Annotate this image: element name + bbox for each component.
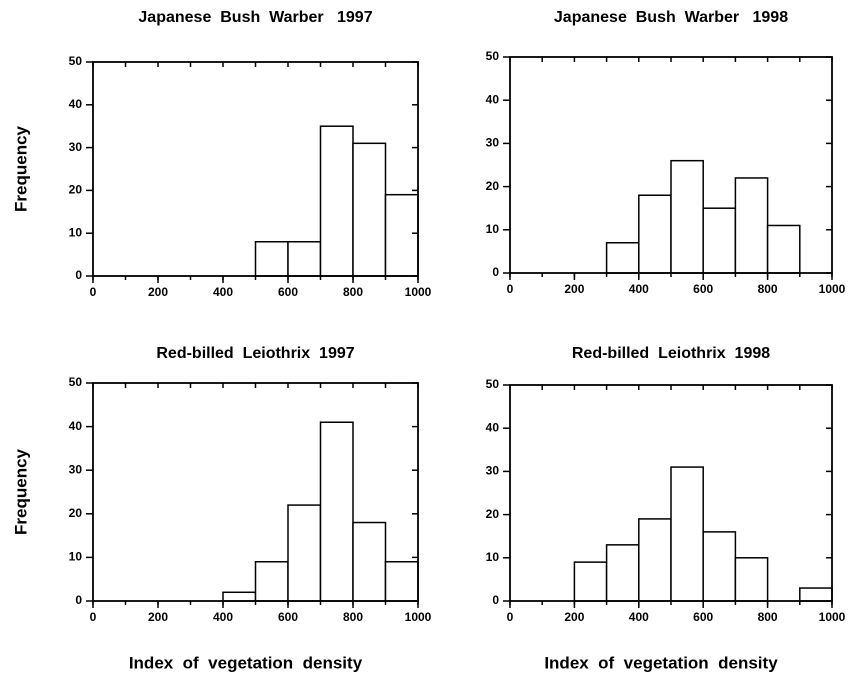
x-tick-label: 1000 xyxy=(405,610,432,624)
x-tick-label: 800 xyxy=(343,285,363,299)
bar xyxy=(222,591,257,602)
x-tick-label: 200 xyxy=(148,610,168,624)
y-tick-label: 50 xyxy=(69,375,83,389)
y-tick-label: 40 xyxy=(486,420,500,434)
y-tick-label: 30 xyxy=(69,462,83,476)
bar xyxy=(734,557,769,602)
bar xyxy=(670,159,704,274)
y-tick-label: 50 xyxy=(486,377,500,391)
bar xyxy=(319,421,354,602)
bar xyxy=(384,193,419,277)
y-tick-label: 30 xyxy=(486,136,500,150)
x-tick-label: 0 xyxy=(90,610,97,624)
bar xyxy=(702,531,737,602)
y-tick-label: 50 xyxy=(69,54,83,68)
x-tick-label: 400 xyxy=(629,282,649,296)
x-tick-label: 600 xyxy=(278,610,298,624)
y-tick-label: 20 xyxy=(486,507,500,521)
bar xyxy=(766,224,801,274)
x-tick-label: 600 xyxy=(278,285,298,299)
chart-title: Red-billed Leiothrix 1998 xyxy=(572,345,770,362)
y-tick-label: 20 xyxy=(69,506,83,520)
bar xyxy=(799,587,833,602)
y-tick-label: 40 xyxy=(69,97,83,111)
bar xyxy=(384,561,419,602)
x-axis-label: Index of vegetation density xyxy=(129,653,363,672)
x-axis-label: Index of vegetation density xyxy=(544,653,778,672)
x-tick-label: 800 xyxy=(343,610,363,624)
y-tick-label: 50 xyxy=(486,49,500,63)
y-tick-label: 40 xyxy=(486,92,500,106)
chart-title: Japanese Bush Warber 1998 xyxy=(554,9,788,26)
bar xyxy=(702,207,737,274)
chart-title: Japanese Bush Warber 1997 xyxy=(138,9,372,26)
y-tick-label: 40 xyxy=(69,419,83,433)
bar xyxy=(734,177,769,274)
y-tick-label: 10 xyxy=(69,225,83,239)
y-tick-label: 0 xyxy=(492,593,499,607)
bar xyxy=(352,142,387,277)
bar xyxy=(670,466,704,602)
y-tick-label: 20 xyxy=(486,179,500,193)
y-tick-label: 0 xyxy=(75,593,82,607)
bar xyxy=(254,561,289,602)
x-tick-label: 200 xyxy=(564,282,584,296)
chart-title: Red-billed Leiothrix 1997 xyxy=(156,345,354,362)
x-tick-label: 0 xyxy=(507,610,514,624)
bar xyxy=(605,242,640,274)
x-tick-label: 600 xyxy=(693,610,713,624)
x-tick-label: 0 xyxy=(507,282,514,296)
x-tick-label: 400 xyxy=(213,610,233,624)
x-tick-label: 800 xyxy=(758,610,778,624)
y-axis-label: Frequency xyxy=(11,125,30,212)
y-tick-label: 10 xyxy=(486,222,500,236)
x-tick-label: 400 xyxy=(629,610,649,624)
y-tick-label: 10 xyxy=(486,550,500,564)
x-tick-label: 1000 xyxy=(819,282,846,296)
bar xyxy=(605,544,640,602)
y-tick-label: 20 xyxy=(69,183,83,197)
x-tick-label: 0 xyxy=(90,285,97,299)
y-tick-label: 0 xyxy=(492,265,499,279)
bar xyxy=(638,194,672,274)
bar xyxy=(573,561,608,602)
y-tick-label: 10 xyxy=(69,550,83,564)
x-tick-label: 800 xyxy=(758,282,778,296)
bar xyxy=(638,518,672,602)
x-tick-label: 200 xyxy=(564,610,584,624)
bar xyxy=(352,521,387,602)
x-tick-label: 200 xyxy=(148,285,168,299)
x-tick-label: 600 xyxy=(693,282,713,296)
bar xyxy=(254,241,289,277)
y-tick-label: 30 xyxy=(69,140,83,154)
y-tick-label: 0 xyxy=(75,268,82,282)
y-axis-label: Frequency xyxy=(11,448,30,535)
y-tick-label: 30 xyxy=(486,464,500,478)
bar xyxy=(319,125,354,277)
bar xyxy=(287,504,322,602)
x-tick-label: 1000 xyxy=(405,285,432,299)
x-tick-label: 1000 xyxy=(819,610,846,624)
x-tick-label: 400 xyxy=(213,285,233,299)
bar xyxy=(287,241,322,277)
